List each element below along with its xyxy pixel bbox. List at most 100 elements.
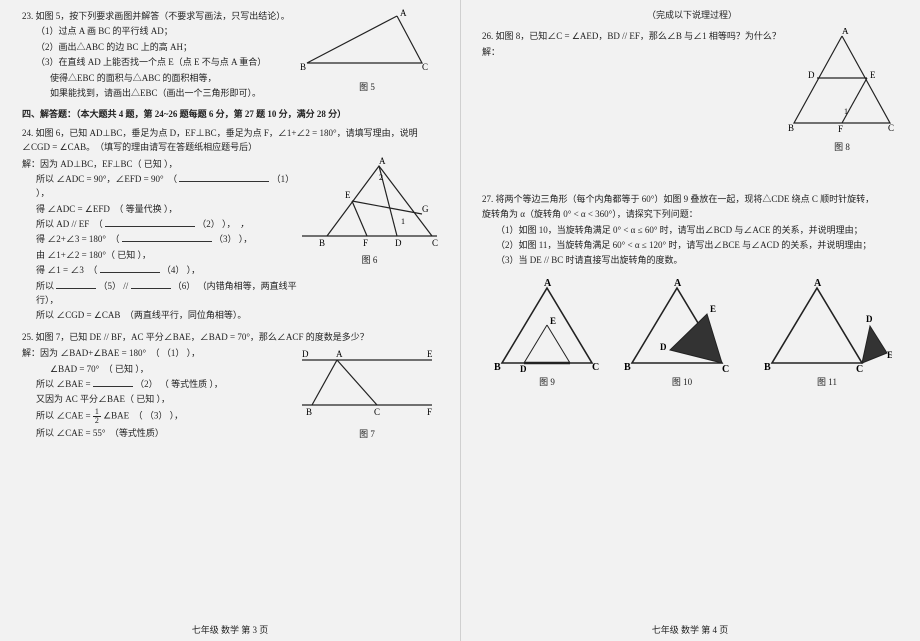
- q25-l5post: ∠BAE （: [103, 410, 143, 420]
- q24-l7b: ），: [187, 265, 201, 275]
- q27-figs: A B C D E 图 9 A B C D E: [482, 278, 902, 389]
- q25-l6: 所以 ∠CAE = 55° （等式性质）: [22, 426, 292, 440]
- q24-l2a: 所以 ∠ADC = 90°，∠EFD = 90° （: [36, 174, 177, 184]
- fig8-A: A: [842, 28, 849, 36]
- section4-title: 四、解答题：（本大题共 4 题，第 24~26 题每题 6 分，第 27 题 1…: [22, 107, 442, 121]
- q26-ans: 解：: [482, 45, 782, 59]
- q24-blank3: [122, 232, 212, 242]
- fig10-A: A: [674, 278, 682, 289]
- fig6-G: G: [422, 204, 429, 214]
- q24-l8b: //: [123, 281, 128, 291]
- fig10-D: D: [660, 342, 667, 352]
- fig11-D: D: [866, 314, 873, 324]
- q24: 24. 如图 6，已知 AD⊥BC，垂足为点 D，EF⊥BC，垂足为点 F，∠1…: [22, 126, 442, 324]
- footer-right: 七年级 数学 第 4 页: [460, 623, 920, 637]
- topnote: （完成以下说理过程）: [482, 8, 902, 22]
- fig5-C: C: [422, 62, 428, 72]
- fig8-1: 1: [844, 107, 848, 116]
- q24-blank1: [179, 172, 269, 182]
- q24-l5b: ），: [239, 234, 253, 244]
- q23-p1: （1）过点 A 画 BC 的平行线 AD；: [22, 24, 292, 38]
- fig10-B: B: [624, 362, 631, 373]
- q24-b4-num: （4）: [162, 265, 185, 275]
- fig6-1: 1: [401, 217, 405, 226]
- q26: 26. 如图 8，已知∠C = ∠AED，BD // EF，那么∠B 与∠1 相…: [482, 28, 902, 154]
- q24-b5-num: （5）: [99, 281, 122, 291]
- q24-b3-num: （3）: [214, 234, 237, 244]
- fig7-B: B: [306, 407, 312, 417]
- q24-blank5: [56, 279, 96, 289]
- fig11-C: C: [856, 364, 863, 373]
- q25: 25. 如图 7，已知 DE // BF，AC 平分∠BAE，∠BAD = 70…: [22, 330, 442, 442]
- fig6-label: 图 6: [297, 253, 442, 267]
- q25-l5end: ），: [170, 410, 184, 420]
- q24-l2b: ），: [36, 188, 50, 198]
- q27-p1: （1）如图 10，当旋转角满足 0° < α ≤ 60° 时，请写出∠BCD 与…: [482, 223, 902, 237]
- fig9-E: E: [550, 316, 556, 326]
- q27-stem1: 27. 将两个等边三角形（每个内角都等于 60°）如图 9 叠放在一起，现将△C…: [482, 192, 902, 206]
- q24-b1-num: （1）: [272, 174, 295, 184]
- fig6-D: D: [395, 238, 402, 248]
- q24-l4a: 所以 AD // EF （: [36, 219, 103, 229]
- q24-blank2: [105, 217, 195, 227]
- fig11: A B C D E 图 11: [762, 278, 892, 389]
- q25-b2: （2）: [135, 379, 158, 389]
- fig7-D: D: [302, 349, 309, 359]
- q23-p3c: 如果能找到，请画出△EBC（画出一个三角形即可）。: [22, 86, 292, 100]
- fig8-C: C: [888, 123, 894, 133]
- q24-b2-num: （2）: [197, 219, 220, 229]
- fig8-D: D: [808, 70, 815, 80]
- q24-l8a: 所以: [36, 281, 54, 291]
- q25-l3b: （ 等式性质 ），: [160, 379, 223, 389]
- q24-l5a: 得 ∠2+∠3 = 180° （: [36, 234, 120, 244]
- fig11-E: E: [887, 350, 892, 360]
- fig9-C: C: [592, 362, 599, 373]
- fig5-A: A: [400, 8, 407, 18]
- q24-l1: 解：因为 AD⊥BC，EF⊥BC（ 已知 ），: [22, 157, 297, 171]
- fig7-label: 图 7: [292, 427, 442, 441]
- q25-l3a: 所以 ∠BAE =: [36, 379, 91, 389]
- q25-l1a: 解：因为 ∠BAD+∠BAE = 180° （: [22, 348, 160, 358]
- q24-l7a: 得 ∠1 = ∠3 （: [36, 265, 97, 275]
- footer-left: 七年级 数学 第 3 页: [0, 623, 460, 637]
- fig6: A B C D E F G 1 2 图 6: [297, 156, 442, 324]
- fig10: A B C D E 图 10: [622, 278, 742, 389]
- fig6-A: A: [379, 156, 386, 166]
- q25-l4: 又因为 AC 平分∠BAE（ 已知 ），: [22, 392, 292, 406]
- q25-blank2: [93, 377, 133, 387]
- q27-stem2: 旋转角为 α（旋转角 0° < α < 360°），请探究下列问题：: [482, 207, 902, 221]
- fig10-C: C: [722, 364, 729, 373]
- fig9-D: D: [520, 364, 527, 373]
- fig5-label: 图 5: [292, 80, 442, 94]
- fig11-B: B: [764, 362, 771, 373]
- fig6-C: C: [432, 238, 438, 248]
- q23-stem: 23. 如图 5，按下列要求画图并解答（不要求写画法，只写出结论）。: [22, 9, 292, 23]
- q25-stem: 25. 如图 7，已知 DE // BF，AC 平分∠BAE，∠BAD = 70…: [22, 330, 442, 344]
- q23: 23. 如图 5，按下列要求画图并解答（不要求写画法，只写出结论）。 （1）过点…: [22, 8, 442, 101]
- fig10-label: 图 10: [622, 375, 742, 389]
- page-right: （完成以下说理过程） 26. 如图 8，已知∠C = ∠AED，BD // EF…: [460, 0, 920, 641]
- fig7-F: F: [427, 407, 432, 417]
- q27: 27. 将两个等边三角形（每个内角都等于 60°）如图 9 叠放在一起，现将△C…: [482, 192, 902, 389]
- q26-stem: 26. 如图 8，已知∠C = ∠AED，BD // EF，那么∠B 与∠1 相…: [482, 29, 782, 43]
- fig8-B: B: [788, 123, 794, 133]
- page-left: 23. 如图 5，按下列要求画图并解答（不要求写画法，只写出结论）。 （1）过点…: [0, 0, 460, 641]
- frac-d: 2: [93, 417, 101, 425]
- q27-p3: （3）当 DE // BC 时请直接写出旋转角的度数。: [482, 253, 902, 267]
- fig8-label: 图 8: [782, 140, 902, 154]
- q24-b6-num: （6）: [173, 281, 196, 291]
- fig6-2: 2: [379, 173, 383, 182]
- fig7-A: A: [336, 349, 343, 359]
- q27-p2: （2）如图 11，当旋转角满足 60° < α ≤ 120° 时，请写出∠BCE…: [482, 238, 902, 252]
- q24-l6: 由 ∠1+∠2 = 180°（ 已知 ），: [22, 248, 297, 262]
- fig8: A B C D E F 1 图 8: [782, 28, 902, 154]
- q25-l1b: ），: [187, 348, 201, 358]
- q23-p3b: 使得△EBC 的面积与△ABC 的面积相等，: [22, 71, 292, 85]
- q24-blank4: [100, 263, 160, 273]
- fig7-C: C: [374, 407, 380, 417]
- q24-l9: 所以 ∠CGD = ∠CAB （两直线平行，同位角相等）。: [22, 308, 297, 322]
- q25-l5pre: 所以 ∠CAE =: [36, 410, 91, 420]
- fig9-label: 图 9: [492, 375, 602, 389]
- fig7-E: E: [427, 349, 433, 359]
- q25-b1: （1）: [162, 348, 185, 358]
